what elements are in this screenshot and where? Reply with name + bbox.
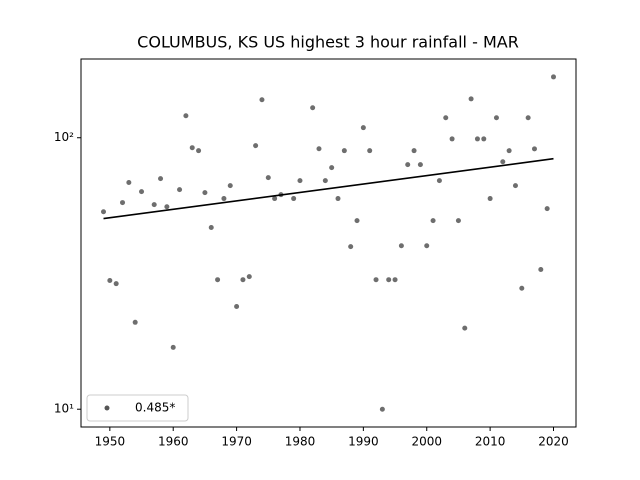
scatter-point xyxy=(151,202,157,208)
scatter-point xyxy=(468,96,474,102)
scatter-point xyxy=(132,319,138,325)
scatter-point xyxy=(272,196,278,202)
scatter-point xyxy=(348,244,354,250)
scatter-point xyxy=(139,189,145,195)
scatter-point xyxy=(183,113,189,119)
scatter-point xyxy=(259,97,265,103)
scatter-point xyxy=(265,175,271,181)
scatter-point xyxy=(208,225,214,231)
scatter-point xyxy=(227,183,233,189)
x-tick-label: 1980 xyxy=(285,435,316,449)
scatter-point xyxy=(449,136,455,142)
scatter-point xyxy=(240,277,246,283)
scatter-point xyxy=(329,165,335,171)
scatter-point xyxy=(202,190,208,196)
x-tick-label: 2010 xyxy=(475,435,506,449)
x-tick-label: 1990 xyxy=(348,435,379,449)
scatter-point xyxy=(164,204,170,210)
scatter-point xyxy=(253,143,259,149)
x-tick-label: 2020 xyxy=(538,435,569,449)
trend-line xyxy=(103,157,554,220)
scatter-point xyxy=(525,115,531,121)
scatter-point xyxy=(455,218,461,224)
scatter-point xyxy=(107,277,113,283)
scatter-point xyxy=(379,406,385,412)
scatter-point xyxy=(310,105,316,111)
scatter-point xyxy=(177,187,183,193)
legend-box xyxy=(86,394,189,422)
scatter-point xyxy=(487,196,493,202)
legend-marker xyxy=(104,405,110,411)
scatter-point xyxy=(398,243,404,249)
scatter-point xyxy=(158,176,164,182)
scatter-point xyxy=(519,285,525,291)
y-tick-label: 10¹ xyxy=(54,402,74,416)
scatter-point xyxy=(246,274,252,280)
scatter-point xyxy=(493,115,499,121)
scatter-point xyxy=(411,148,417,154)
scatter-point xyxy=(474,136,480,142)
legend-label: 0.485* xyxy=(135,401,175,415)
scatter-point xyxy=(424,243,430,249)
plot-frame xyxy=(80,58,577,428)
scatter-point xyxy=(430,218,436,224)
chart-title: COLUMBUS, KS US highest 3 hour rainfall … xyxy=(137,33,519,52)
scatter-point xyxy=(221,196,227,202)
scatter-point xyxy=(341,148,347,154)
scatter-point xyxy=(512,183,518,189)
scatter-point xyxy=(322,178,328,184)
scatter-point xyxy=(196,148,202,154)
x-tick-label: 2000 xyxy=(411,435,442,449)
scatter-point xyxy=(538,267,544,273)
x-tick-label: 1960 xyxy=(158,435,189,449)
scatter-point xyxy=(436,178,442,184)
scatter-point xyxy=(551,74,556,80)
scatter-point xyxy=(170,344,176,350)
scatter-point xyxy=(373,277,379,283)
scatter-point xyxy=(126,180,132,186)
scatter-point xyxy=(443,115,449,121)
scatter-point xyxy=(360,125,366,131)
scatter-point xyxy=(506,148,512,154)
scatter-point xyxy=(481,136,487,142)
scatter-point xyxy=(405,162,411,168)
scatter-point xyxy=(291,196,297,202)
x-tick-label: 1950 xyxy=(95,435,126,449)
scatter-point xyxy=(101,209,106,215)
scatter-point xyxy=(544,206,550,212)
scatter-point xyxy=(392,277,398,283)
scatter-point xyxy=(367,148,373,154)
scatter-point xyxy=(120,200,126,206)
scatter-point xyxy=(189,145,195,151)
scatter-point xyxy=(113,281,119,287)
scatter-point xyxy=(462,325,468,331)
scatter-point xyxy=(335,196,341,202)
scatter-point xyxy=(417,162,423,168)
x-tick-label: 1970 xyxy=(221,435,252,449)
scatter-point xyxy=(234,303,240,309)
scatter-point xyxy=(316,146,322,152)
scatter-point xyxy=(297,178,303,184)
scatter-point xyxy=(215,277,221,283)
scatter-point xyxy=(354,218,360,224)
y-tick-label: 10² xyxy=(54,130,74,144)
scatter-point xyxy=(386,277,392,283)
scatter-point xyxy=(500,159,506,165)
scatter-point xyxy=(531,146,537,152)
